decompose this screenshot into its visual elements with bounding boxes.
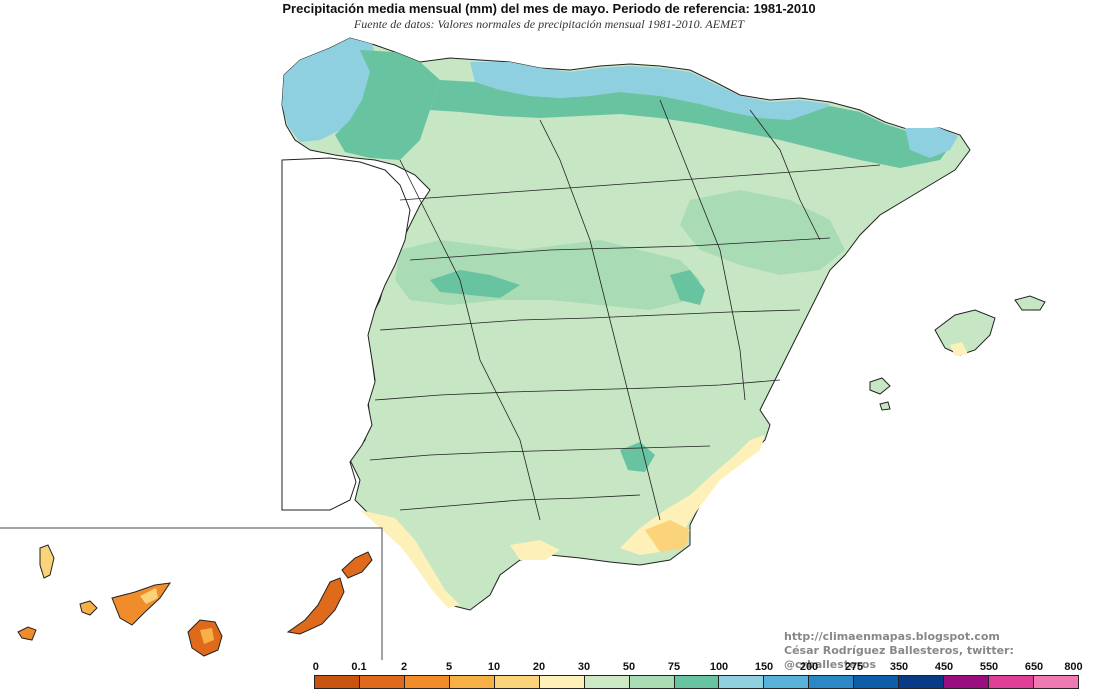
southeast-dry-region bbox=[620, 435, 765, 555]
gran-canaria-center bbox=[200, 628, 214, 644]
legend-swatch bbox=[899, 676, 945, 688]
credits-author: César Rodríguez Ballesteros, twitter: @c… bbox=[784, 644, 1014, 671]
formentera-island bbox=[879, 401, 891, 411]
legend-label: 75 bbox=[667, 661, 681, 673]
legend-swatch bbox=[1034, 676, 1078, 688]
legend-label: 0 bbox=[312, 661, 319, 673]
legend-label: 5 bbox=[445, 661, 453, 673]
iberian-system-patch bbox=[680, 190, 845, 275]
legend-color-bar bbox=[314, 675, 1079, 689]
legend-label: 30 bbox=[577, 661, 591, 673]
cuenca-dark-patch bbox=[670, 270, 705, 305]
legend-label: 2 bbox=[400, 661, 408, 673]
legend-label: 50 bbox=[622, 661, 636, 673]
legend-label: 450 bbox=[934, 661, 954, 673]
gredos-dark-patch bbox=[430, 270, 520, 298]
mallorca-island bbox=[934, 309, 996, 356]
legend-label: 0.1 bbox=[351, 661, 367, 673]
fuerteventura-island bbox=[286, 577, 345, 635]
canary-inset-frame bbox=[0, 527, 383, 660]
tenerife-island bbox=[111, 582, 172, 626]
almeria-driest-patch bbox=[645, 520, 690, 552]
legend-swatch bbox=[944, 676, 990, 688]
legend-swatch bbox=[854, 676, 900, 688]
cantabrian-wet-region bbox=[470, 62, 830, 120]
legend-swatch bbox=[629, 676, 675, 688]
southwest-dry-region bbox=[360, 510, 460, 608]
legend-swatch bbox=[539, 676, 585, 688]
legend-swatch bbox=[719, 676, 765, 688]
ibiza-island bbox=[869, 377, 891, 395]
credits-url[interactable]: http://climaenmapas.blogspot.com bbox=[784, 630, 1000, 643]
legend-swatch bbox=[809, 676, 855, 688]
lanzarote-island bbox=[341, 551, 373, 579]
legend-swatch bbox=[764, 676, 810, 688]
galicia-green-band bbox=[335, 50, 440, 160]
malaga-dry-patch bbox=[510, 540, 560, 560]
legend-labels: 0 0.1 2 5 10 20 30 50 75 100 150 200 275 350 450 550 650… bbox=[312, 661, 1083, 675]
legend-swatch bbox=[315, 676, 360, 688]
legend-label: 650 bbox=[1024, 661, 1044, 673]
tenerife-north-patch bbox=[140, 588, 158, 604]
legend-label: 350 bbox=[889, 661, 909, 673]
legend-label: 200 bbox=[799, 661, 819, 673]
map-title: Precipitación media mensual (mm) del mes… bbox=[282, 1, 816, 16]
menorca-island bbox=[1014, 295, 1046, 311]
northern-green-band bbox=[430, 80, 955, 168]
legend-swatch bbox=[989, 676, 1034, 688]
legend-label: 550 bbox=[979, 661, 999, 673]
legend-label: 20 bbox=[532, 661, 546, 673]
legend-swatch bbox=[584, 676, 630, 688]
legend-swatch bbox=[404, 676, 450, 688]
province-borders bbox=[369, 99, 881, 521]
legend-swatch bbox=[449, 676, 495, 688]
credits-block: http://climaenmapas.blogspot.com César R… bbox=[784, 630, 1098, 672]
legend-label: 100 bbox=[709, 661, 729, 673]
legend-label: 10 bbox=[487, 661, 501, 673]
pyrenees-wet-region bbox=[905, 128, 958, 158]
legend-swatch bbox=[359, 676, 405, 688]
el-hierro-island bbox=[17, 626, 37, 641]
legend-label: 275 bbox=[844, 661, 864, 673]
la-gomera-island bbox=[79, 600, 98, 616]
map-subtitle: Fuente de datos: Valores normales de pre… bbox=[353, 17, 745, 31]
la-palma-island bbox=[39, 544, 55, 579]
legend-label: 150 bbox=[754, 661, 774, 673]
legend-swatch bbox=[494, 676, 540, 688]
legend-label: 800 bbox=[1064, 661, 1083, 673]
mallorca-dry-edge bbox=[950, 342, 968, 356]
portugal-area bbox=[281, 157, 411, 511]
legend-swatch bbox=[674, 676, 720, 688]
